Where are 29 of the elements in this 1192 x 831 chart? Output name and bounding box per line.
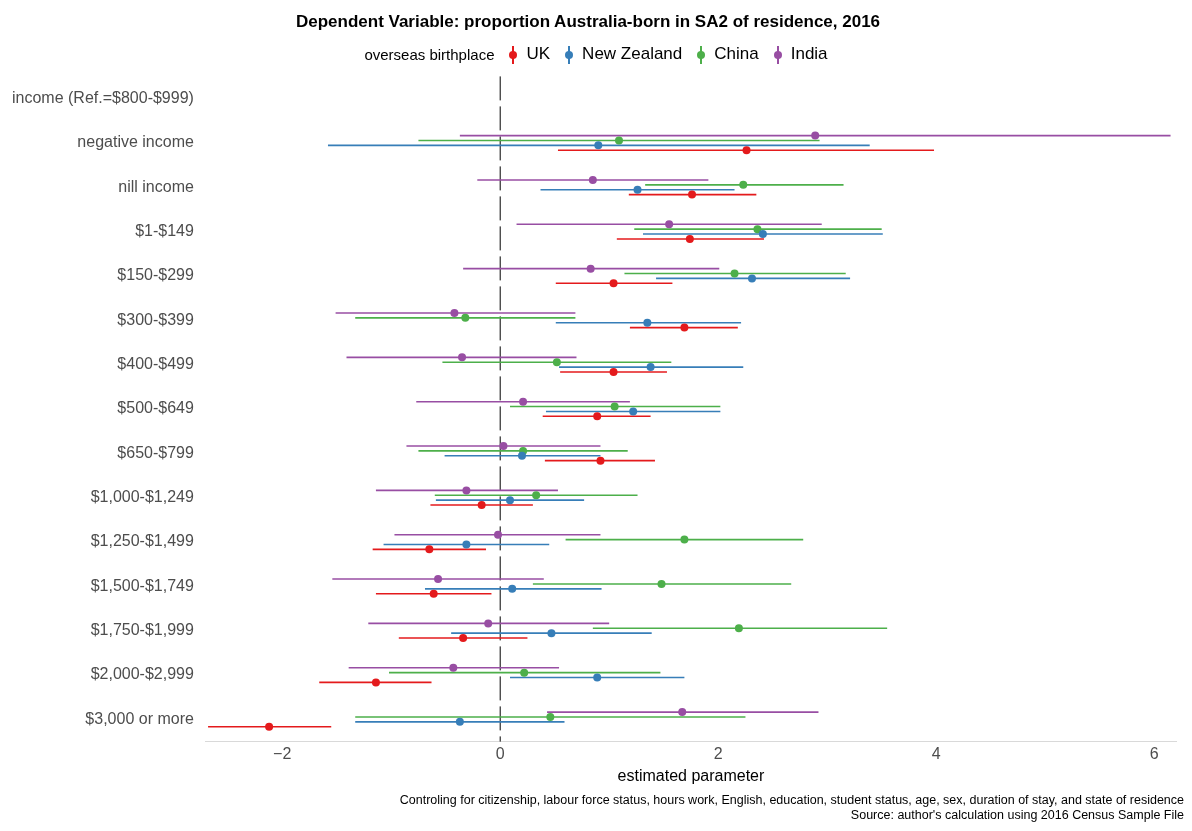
legend-label: China: [714, 44, 759, 63]
legend-label: India: [790, 44, 828, 63]
y-tick-label: income (Ref.=$800-$999): [11, 88, 194, 106]
y-tick-label: $1,000-$1,249: [90, 488, 194, 506]
x-tick-label: 0: [495, 744, 505, 762]
y-tick-label: $500-$649: [117, 399, 194, 417]
legend-label: New Zealand: [582, 44, 683, 63]
y-tick-label: $150-$299: [117, 266, 194, 284]
chart-title: Dependent Variable: proportion Australia-born in SA2 of residence, 2016: [295, 11, 881, 31]
y-tick-label: negative income: [77, 133, 194, 151]
source-note: Source: author's calculation using 2016 Census Sample File: [849, 808, 1184, 823]
text: Controling for citizenship, labour force status, hours work, English, education, student status, age, sex, duration of stay, and state of residence: [399, 793, 1184, 808]
y-tick-label: $3,000 or more: [85, 709, 194, 727]
y-tick-label: $650-$799: [117, 443, 194, 461]
x-tick-label: 4: [931, 744, 941, 762]
y-tick-label: nill income: [118, 177, 194, 195]
x-tick-label: 6: [1149, 744, 1159, 762]
x-tick-label: 2: [713, 744, 723, 762]
y-tick-label: $1,500-$1,749: [90, 576, 194, 594]
y-tick-label: $1,750-$1,999: [90, 621, 194, 639]
legend-title: overseas birthplace: [364, 45, 495, 63]
x-axis-title: estimated parameter: [617, 766, 765, 784]
y-tick-label: $400-$499: [117, 355, 194, 373]
x-tick-label: −2: [273, 744, 292, 762]
y-tick-label: $1,250-$1,499: [90, 532, 194, 550]
y-tick-label: $1-$149: [135, 222, 194, 240]
y-tick-label: $2,000-$2,999: [90, 665, 194, 683]
y-tick-label: $300-$399: [117, 310, 194, 328]
legend-label: UK: [526, 44, 551, 63]
